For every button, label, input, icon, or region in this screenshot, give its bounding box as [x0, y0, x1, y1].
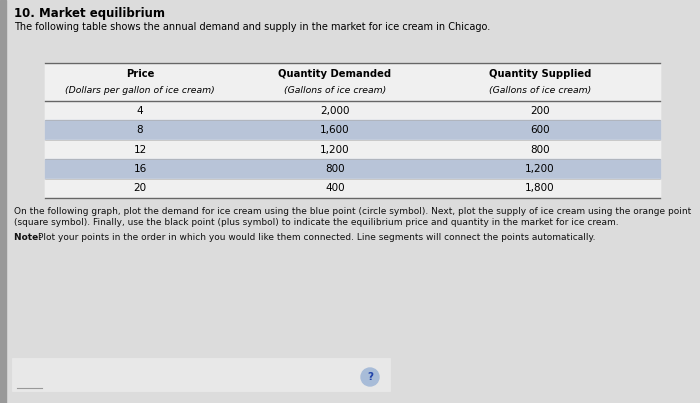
Text: 800: 800 [530, 145, 550, 154]
Text: (Gallons of ice cream): (Gallons of ice cream) [489, 86, 591, 95]
Text: 10. Market equilibrium: 10. Market equilibrium [14, 7, 165, 20]
Bar [45, 63, 660, 198]
Text: On the following graph, plot the demand for ice cream using the blue point (circ: On the following graph, plot the demand … [14, 207, 692, 216]
Text: 16: 16 [134, 164, 146, 174]
Text: 8: 8 [136, 125, 144, 135]
Text: (square symbol). Finally, use the black point (plus symbol) to indicate the equi: (square symbol). Finally, use the black … [14, 218, 619, 227]
Bar [45, 140, 660, 159]
Text: Note:: Note: [14, 233, 45, 242]
Text: (Dollars per gallon of ice cream): (Dollars per gallon of ice cream) [65, 86, 215, 95]
Bar [45, 63, 660, 101]
Text: 12: 12 [134, 145, 146, 154]
Text: 1,200: 1,200 [525, 164, 555, 174]
Circle shape [361, 368, 379, 386]
Text: 800: 800 [326, 164, 345, 174]
Text: 20: 20 [134, 183, 146, 193]
Text: 1,600: 1,600 [320, 125, 350, 135]
Bar [45, 101, 660, 120]
Text: Quantity Demanded: Quantity Demanded [279, 69, 391, 79]
Text: Quantity Supplied: Quantity Supplied [489, 69, 592, 79]
Text: 1,200: 1,200 [320, 145, 350, 154]
Text: (Gallons of ice cream): (Gallons of ice cream) [284, 86, 386, 95]
Text: ?: ? [367, 372, 373, 382]
Text: 1,800: 1,800 [525, 183, 555, 193]
Bar [45, 120, 660, 140]
Text: 600: 600 [530, 125, 550, 135]
Text: Plot your points in the order in which you would like them connected. Line segme: Plot your points in the order in which y… [38, 233, 596, 242]
Text: 2,000: 2,000 [321, 106, 350, 116]
Bar [45, 179, 660, 198]
Text: The following table shows the annual demand and supply in the market for ice cre: The following table shows the annual dem… [14, 22, 490, 32]
Text: 200: 200 [530, 106, 550, 116]
Bar [0, 0, 6, 403]
Text: 400: 400 [326, 183, 345, 193]
Bar [12, 358, 390, 391]
Bar [45, 159, 660, 179]
Text: Price: Price [126, 69, 154, 79]
Text: 4: 4 [136, 106, 144, 116]
